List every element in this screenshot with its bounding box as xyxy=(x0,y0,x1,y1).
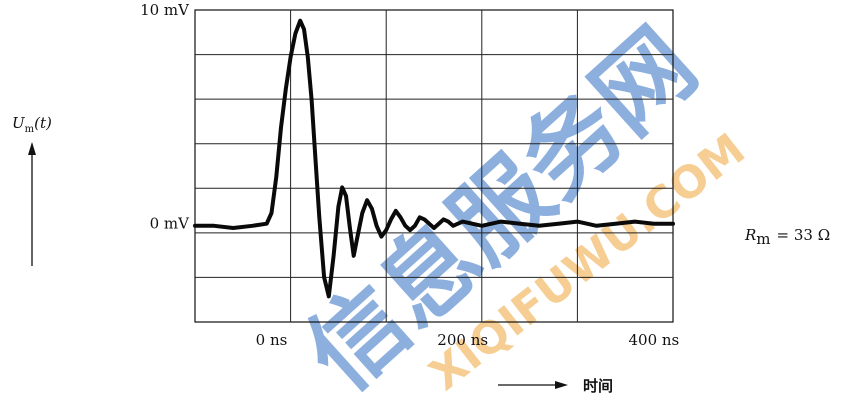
series-point xyxy=(313,158,318,162)
series-point xyxy=(365,198,369,202)
series-point xyxy=(418,215,422,219)
series-point xyxy=(384,228,388,232)
annotation-r: R xyxy=(744,226,756,244)
series-point xyxy=(274,175,278,179)
series-point xyxy=(413,224,417,228)
series-point xyxy=(298,19,302,23)
series-point xyxy=(456,222,460,226)
x-axis-arrow-head xyxy=(555,381,568,389)
y-tick-label: 10 mV xyxy=(140,1,190,19)
series-point xyxy=(293,31,297,36)
series-point xyxy=(370,207,374,211)
series-point xyxy=(289,55,293,59)
x-tick-label: 400 ns xyxy=(628,331,679,349)
series-point xyxy=(352,254,356,258)
watermark: 信息服务网 XIQIFUWU.COM xyxy=(285,8,754,400)
plot-frame xyxy=(194,9,674,323)
x-axis-label-text: 时间 xyxy=(583,377,613,395)
series-point xyxy=(360,211,364,215)
series-point xyxy=(284,87,288,91)
series-point xyxy=(355,234,360,239)
series-point xyxy=(389,217,393,221)
resistance-annotation: Rm = 33 Ω xyxy=(744,226,830,248)
series-point xyxy=(348,226,352,230)
series-point xyxy=(265,222,269,226)
series-point xyxy=(556,222,560,226)
series-point xyxy=(499,220,503,224)
annotation-rest: = 33 Ω xyxy=(777,226,831,244)
series-point xyxy=(322,275,326,279)
y-axis-label: Um(t) xyxy=(12,114,52,266)
series-point xyxy=(470,222,474,226)
x-tick-label: 200 ns xyxy=(437,331,488,349)
series-point xyxy=(489,222,493,226)
y-axis-arrow-head xyxy=(28,142,36,155)
x-tick-label: 0 ns xyxy=(256,331,288,349)
series-point xyxy=(327,294,331,298)
svg-text:Um(t): Um(t) xyxy=(12,114,52,135)
series-point xyxy=(279,125,283,130)
series-point xyxy=(302,27,306,31)
series-point xyxy=(306,55,310,59)
series-group xyxy=(193,18,675,299)
series-point xyxy=(480,224,484,228)
series-point xyxy=(317,215,321,219)
y-axis-label-main: U xyxy=(12,114,26,132)
series-point xyxy=(344,194,348,198)
series-point xyxy=(422,217,426,221)
series-point xyxy=(231,226,235,230)
series-point xyxy=(442,217,446,221)
series-point xyxy=(340,185,344,189)
series-point xyxy=(614,222,618,226)
series-point xyxy=(398,215,403,219)
series-point xyxy=(250,224,254,228)
series-point xyxy=(537,224,541,228)
series-point xyxy=(403,224,407,228)
y-tick-labels: 10 mV 0 mV xyxy=(140,1,190,233)
series-point xyxy=(575,220,580,224)
annotation-sub: m xyxy=(756,230,770,248)
series-point xyxy=(394,209,398,213)
y-axis-label-tail: (t) xyxy=(34,114,52,132)
series-point xyxy=(671,222,675,226)
series-point xyxy=(518,222,522,226)
plot-area xyxy=(193,9,675,323)
grid-lines xyxy=(195,10,673,322)
series-point xyxy=(212,224,216,228)
series-point xyxy=(437,222,441,226)
series-point xyxy=(633,220,637,224)
series-point xyxy=(408,228,412,232)
series-point xyxy=(379,234,383,239)
series-point xyxy=(594,224,599,228)
series-point xyxy=(446,220,450,224)
series-point xyxy=(269,211,274,215)
series-point xyxy=(652,222,656,226)
series-point xyxy=(310,98,314,102)
x-axis-label: 时间 xyxy=(498,377,613,395)
series-point xyxy=(375,224,379,228)
series-point xyxy=(193,224,197,228)
series-point xyxy=(336,205,340,209)
series-point xyxy=(451,224,455,228)
x-tick-labels: 0 ns 200 ns 400 ns xyxy=(256,331,680,349)
y-tick-label: 0 mV xyxy=(150,215,191,233)
series-point xyxy=(432,226,436,230)
series-point xyxy=(427,222,431,226)
y-axis-label-sub: m xyxy=(25,124,35,135)
svg-text:Rm= 33 Ω: Rm = 33 Ω xyxy=(744,226,830,248)
series-point xyxy=(461,220,465,224)
series-point xyxy=(332,254,336,258)
